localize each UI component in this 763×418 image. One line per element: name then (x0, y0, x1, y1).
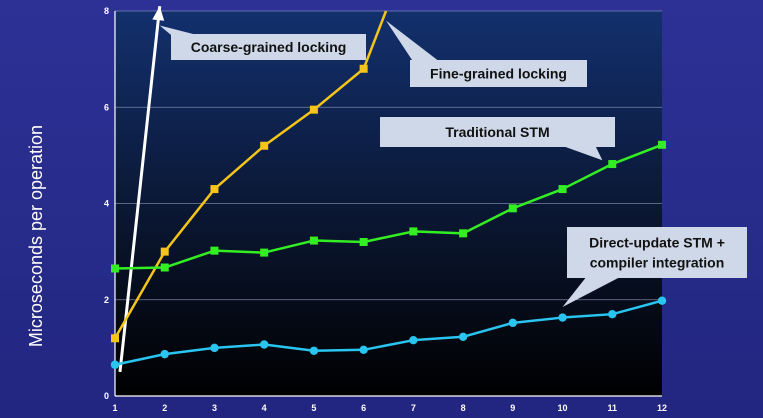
data-point (210, 185, 219, 194)
x-tick-label: 10 (558, 403, 568, 413)
data-point (608, 160, 617, 169)
callout-pointer (386, 20, 440, 66)
x-tick-label: 4 (262, 403, 267, 413)
x-tick-label: 3 (212, 403, 217, 413)
x-tick-label: 5 (311, 403, 316, 413)
callouts: Coarse-grained locking Fine-grained locki… (159, 20, 747, 307)
y-tick-label: 6 (104, 102, 109, 112)
callout-coarse-grained-locking: Coarse-grained locking (159, 25, 366, 60)
y-tick-label: 4 (104, 199, 109, 209)
y-tick-label: 0 (104, 391, 109, 401)
axes (114, 11, 662, 397)
series-layer (110, 6, 667, 373)
data-point (459, 229, 468, 238)
series-line (114, 143, 663, 270)
callout-pointer (562, 276, 622, 307)
data-point (359, 64, 368, 73)
data-point (458, 332, 468, 342)
x-tick-label: 9 (510, 403, 515, 413)
series-direct-update-stm-compiler-integration (110, 296, 667, 369)
series-line (118, 6, 162, 373)
data-point (260, 141, 269, 150)
callout-label: Traditional STM (445, 124, 549, 140)
data-point (409, 227, 418, 236)
data-point (260, 248, 269, 257)
x-tick-label: 1 (112, 403, 117, 413)
callout-label: Direct-update STM + (589, 235, 725, 251)
callout-label: compiler integration (590, 255, 725, 271)
x-tick-label: 7 (411, 403, 416, 413)
data-point (409, 335, 418, 345)
y-axis-label: Microseconds per operation (26, 125, 46, 347)
arrowhead (152, 6, 165, 21)
data-point (111, 264, 119, 273)
data-point (608, 309, 617, 319)
data-point (210, 246, 219, 255)
data-point (658, 140, 666, 149)
x-tick-label: 6 (361, 403, 366, 413)
y-tick-label: 2 (104, 295, 109, 305)
x-tick-label: 8 (461, 403, 466, 413)
callout-box (171, 34, 366, 60)
callout-direct-update-stm-compiler-integration: Direct-update STM + compiler integration (562, 227, 747, 307)
callout-box (410, 60, 587, 87)
data-point (657, 296, 667, 305)
data-point (508, 204, 517, 213)
callout-box (380, 117, 615, 147)
y-tick-label: 8 (104, 6, 109, 16)
series-coarse-grained-locking (118, 6, 165, 373)
data-point (309, 105, 318, 114)
data-point (259, 340, 269, 349)
callout-label: Fine-grained locking (430, 66, 567, 82)
callout-label: Coarse-grained locking (191, 39, 347, 55)
data-point (359, 238, 368, 246)
callout-box (567, 227, 747, 278)
x-tick-label: 2 (162, 403, 167, 413)
series-line (114, 299, 663, 366)
data-point (160, 263, 169, 272)
callout-pointer (560, 145, 603, 161)
callout-traditional-stm: Traditional STM (380, 117, 615, 161)
series-traditional-stm (111, 140, 666, 273)
data-point (160, 349, 169, 359)
series-fine-grained-locking (111, 10, 388, 343)
x-tick-label: 12 (657, 403, 667, 413)
data-point (359, 345, 368, 354)
data-point (110, 360, 120, 369)
data-point (508, 318, 518, 328)
data-point (111, 334, 119, 343)
x-tick-label: 11 (608, 403, 618, 413)
data-point (309, 346, 319, 355)
data-point (160, 247, 169, 256)
data-point (558, 313, 567, 322)
data-point (210, 343, 219, 353)
data-point (558, 185, 567, 194)
callout-fine-grained-locking: Fine-grained locking (386, 20, 587, 87)
data-point (309, 236, 318, 245)
